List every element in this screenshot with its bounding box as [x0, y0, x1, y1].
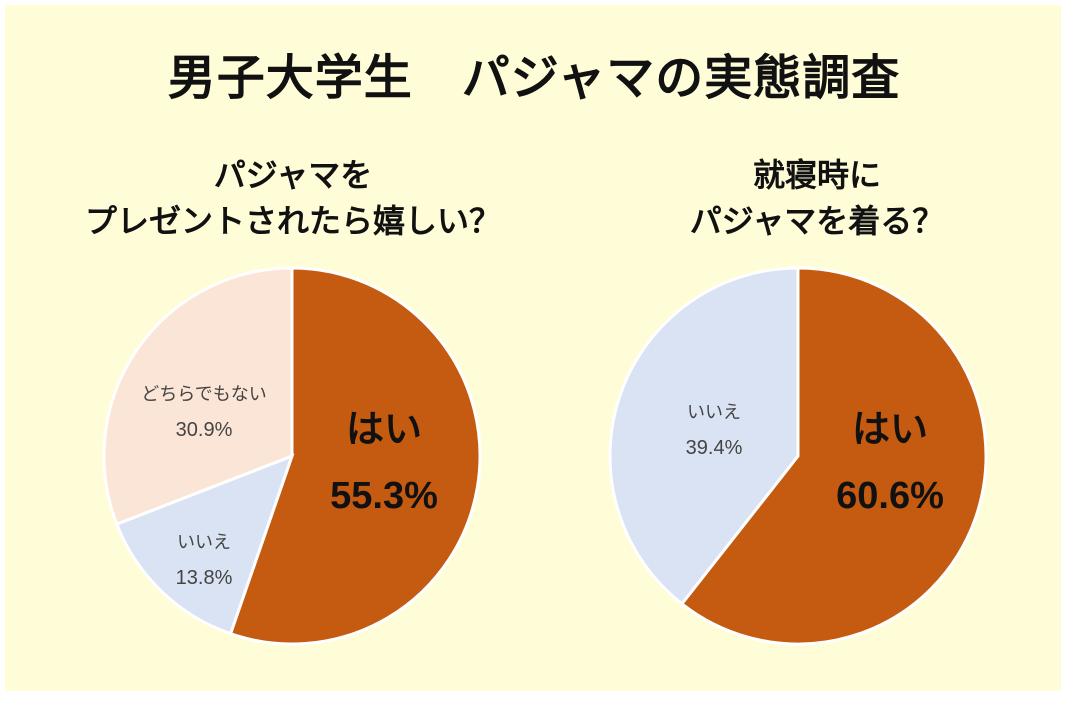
slice-value-left-1: 13.8%	[176, 567, 233, 589]
pie-slice-left-1	[114, 453, 295, 636]
slice-label-right-0: はい	[852, 407, 928, 451]
chart-title-left-line-1: パジャマを	[213, 156, 373, 194]
slice-label-left-1: いいえ	[177, 532, 231, 553]
slice-label-left-2: どちらでもない	[141, 384, 266, 405]
slice-label-left-0: はい	[346, 407, 422, 451]
pie-slice-right-1	[608, 266, 800, 606]
chart-title-right-line-1: 就寝時に	[752, 156, 881, 194]
slice-label-right-1: いいえ	[687, 402, 741, 423]
chart-title-right-line-2: パジャマを着る？	[689, 202, 945, 240]
main-title: 男子大学生 パジャマの実態調査	[167, 50, 901, 106]
chart-title-left: パジャマを プレゼントされたら嬉しい？	[43, 152, 543, 244]
slice-value-right-0: 60.6%	[836, 475, 944, 517]
chart-title-left-line-2: プレゼントされたら嬉しい？	[84, 202, 501, 240]
pie-slice-right-0	[679, 266, 988, 646]
chart-title-right: 就寝時に パジャマを着る？	[567, 152, 1067, 244]
pie-slice-left-2	[102, 266, 294, 527]
slice-value-right-1: 39.4%	[686, 437, 743, 459]
slice-value-left-0: 55.3%	[330, 475, 438, 517]
slice-value-left-2: 30.9%	[176, 419, 233, 441]
